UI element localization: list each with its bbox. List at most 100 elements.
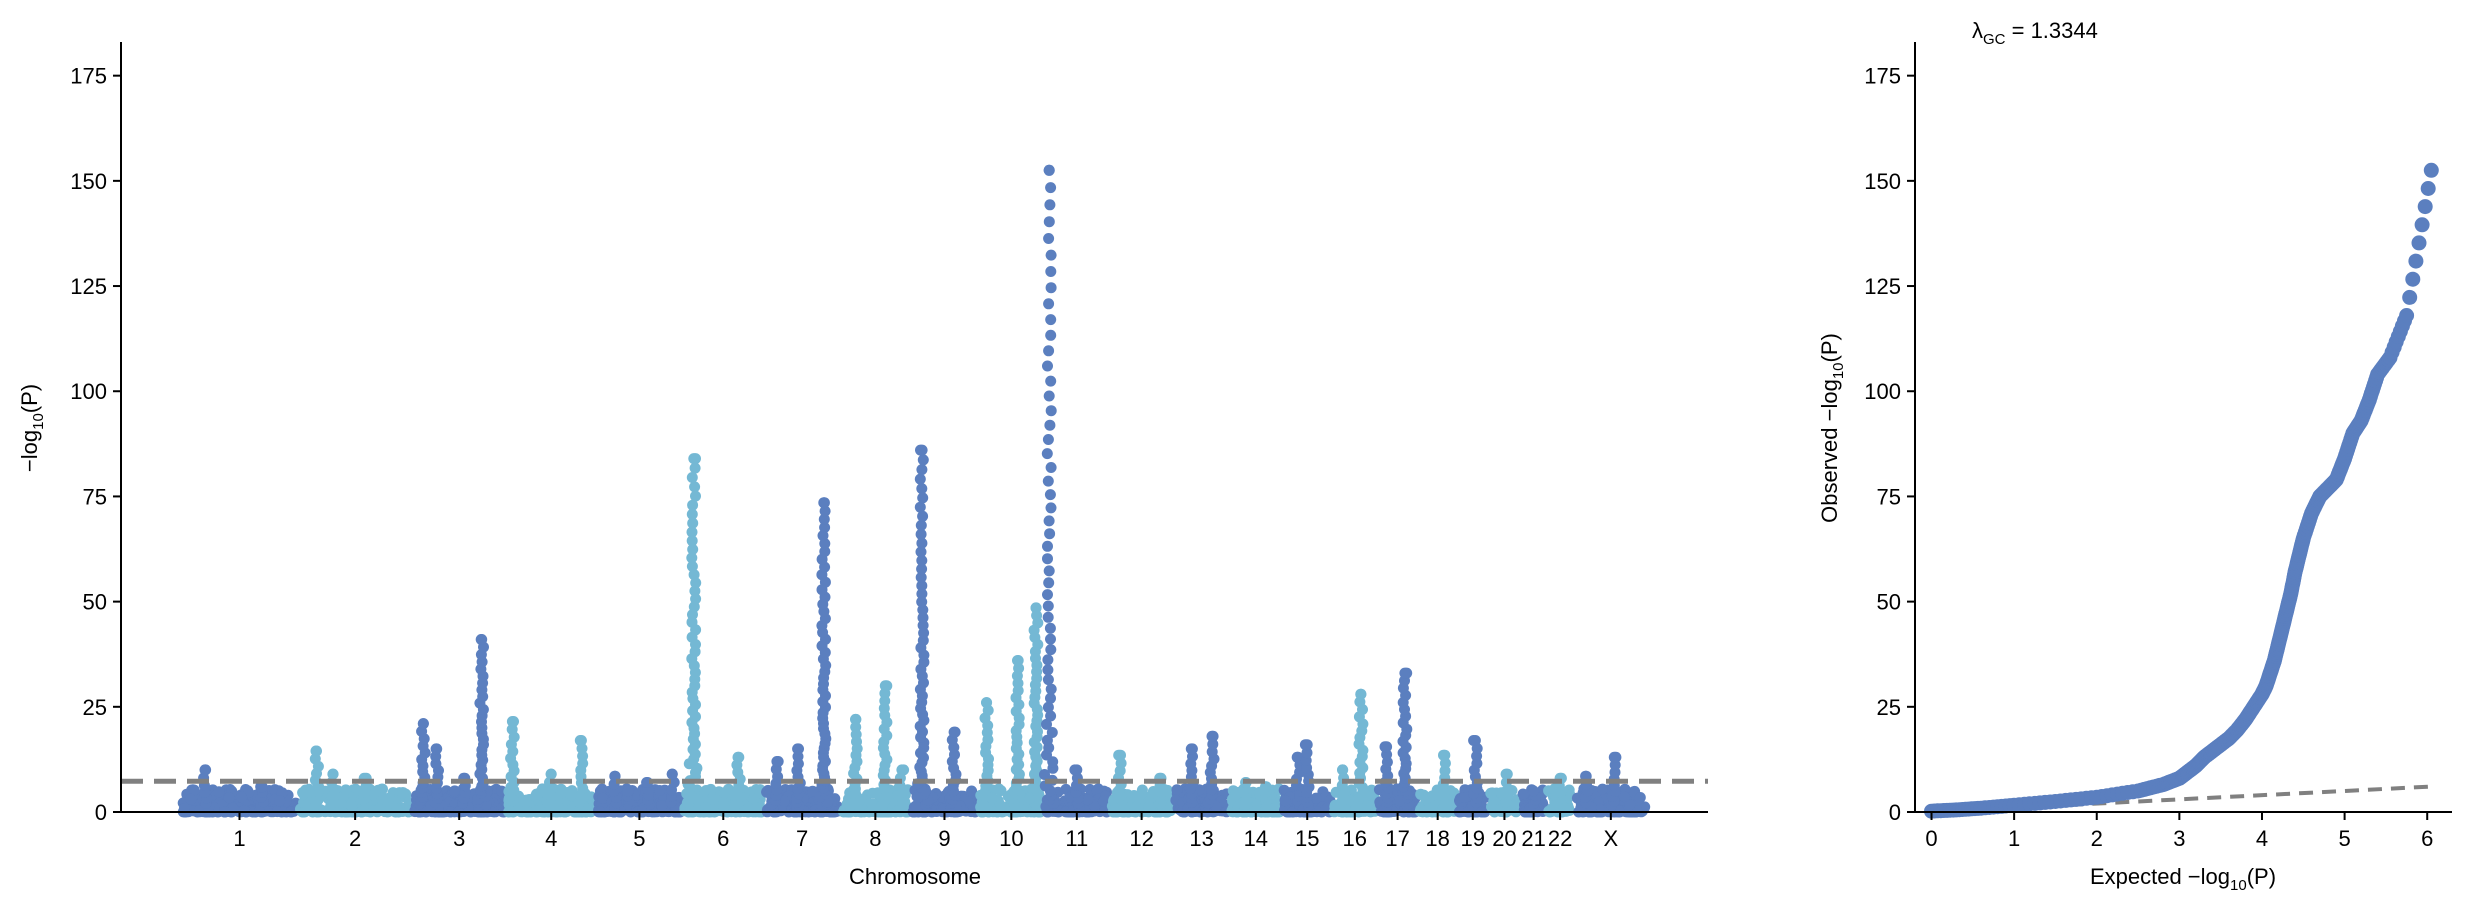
chromosome-6-points (679, 453, 767, 818)
y-tick-label: 75 (83, 484, 107, 509)
chromosome-4-points (503, 716, 599, 818)
snp-point (689, 585, 701, 597)
snp-point (1045, 644, 1057, 656)
chromosome-tick-label: 7 (796, 826, 808, 851)
snp-point (1418, 789, 1430, 801)
snp-peak-point (545, 768, 557, 780)
snp-point (916, 596, 928, 608)
qq-y-ticks: 0 25 50 75 100 125 150 175 (1864, 64, 1915, 825)
chromosome-tick-label: 19 (1461, 826, 1485, 851)
snp-peak-point (1399, 667, 1411, 679)
snp-point (914, 501, 926, 513)
snp-point (397, 787, 409, 799)
snp-peak-point (327, 768, 339, 780)
snp-peak-point (1501, 768, 1513, 780)
chromosome-tick-label: 15 (1295, 826, 1319, 851)
snp-peak-point (1355, 688, 1367, 700)
snp-point (1045, 502, 1057, 514)
snp-peak-point (1012, 655, 1023, 666)
snp-peak-point (1071, 764, 1083, 776)
y-tick-label: 50 (83, 590, 107, 615)
qq-point (2411, 235, 2427, 251)
y-tick-label: 125 (70, 274, 107, 299)
snp-point (1517, 788, 1529, 800)
snp-point (818, 513, 830, 525)
chromosome-tick-label: 18 (1425, 826, 1449, 851)
snp-point (1042, 611, 1054, 623)
y-tick-label: 25 (83, 695, 107, 720)
chromosome-5-points (593, 768, 686, 818)
qq-x-ticks: 0 1 2 3 4 5 6 (1925, 812, 2433, 851)
snp-peak-point (575, 735, 587, 746)
snp-peak-point (256, 781, 268, 793)
snp-point (915, 546, 927, 558)
chromosome-12-points (1106, 749, 1178, 818)
snp-peak-point (948, 726, 960, 738)
snp-point (1045, 329, 1057, 341)
chromosome-tick-label: 8 (869, 826, 881, 851)
qq-expected-line (1931, 784, 2436, 814)
snp-point (689, 462, 701, 474)
chromosome-15-points (1278, 739, 1336, 818)
snp-point (235, 791, 247, 803)
snp-point (1045, 692, 1056, 704)
snp-point (917, 604, 929, 616)
snp-point (999, 805, 1010, 817)
snp-point (1171, 784, 1183, 796)
snp-point (915, 571, 927, 583)
snp-peak-point (431, 743, 443, 755)
chromosome-17-points (1373, 667, 1422, 818)
snp-point (751, 802, 763, 814)
snp-point (223, 792, 235, 804)
snp-point (778, 795, 790, 807)
snp-point (707, 793, 718, 805)
snp-point (1042, 589, 1053, 601)
snp-point (1430, 789, 1441, 801)
snp-peak-point (506, 716, 518, 727)
chromosome-tick-label: 1 (233, 826, 245, 851)
snp-point (1043, 565, 1055, 577)
chromosome-tick-label: 13 (1189, 826, 1213, 851)
snp-point (717, 799, 729, 811)
qq-points (1924, 162, 2439, 819)
snp-point (1042, 600, 1054, 612)
chromosome-tick-label: 10 (999, 826, 1023, 851)
snp-point (1128, 790, 1140, 801)
qq-y-axis-label: Observed −log10(P) (1817, 333, 1847, 523)
chromosome-10-points (975, 602, 1047, 818)
snp-point (1044, 622, 1056, 634)
snp-point (686, 552, 698, 564)
manhattan-x-axis-label: Chromosome (849, 864, 981, 889)
qq-point (2420, 181, 2436, 196)
y-tick-label: 125 (1864, 274, 1901, 299)
y-tick-label: 75 (1877, 484, 1901, 509)
snp-point (1042, 475, 1054, 487)
snp-point (850, 721, 862, 733)
snp-point (1043, 233, 1055, 244)
snp-peak-point (1469, 735, 1481, 746)
snp-point (690, 490, 701, 502)
qq-point (2417, 199, 2433, 215)
snp-point (1415, 804, 1427, 815)
chromosome-16-points (1328, 688, 1381, 818)
snp-point (654, 785, 666, 796)
chromosome-tick-label: 5 (633, 826, 645, 851)
manhattan-y-ticks: 0 25 50 75 100 125 150 175 (70, 64, 121, 825)
snp-point (1458, 792, 1470, 803)
chromosome-tick-label: 3 (453, 826, 465, 851)
qq-point (2405, 271, 2421, 287)
snp-point (915, 528, 927, 540)
snp-peak-point (200, 764, 212, 776)
snp-peak-point (666, 768, 678, 780)
snp-point (689, 481, 701, 493)
snp-point (1618, 791, 1630, 803)
snp-peak-point (417, 718, 429, 730)
snp-point (1043, 345, 1055, 357)
snp-point (1045, 182, 1057, 194)
snp-peak-point (476, 634, 488, 645)
manhattan-y-axis-label: −log10(P) (17, 384, 47, 472)
snp-point (917, 612, 929, 624)
x-tick-label: 4 (2256, 826, 2268, 851)
